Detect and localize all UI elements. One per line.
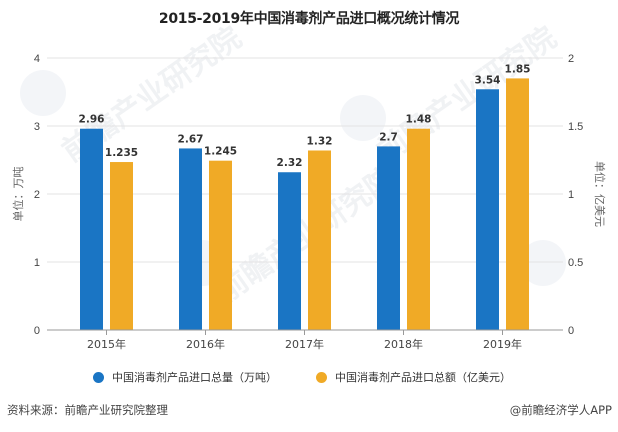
axes <box>47 329 563 335</box>
y-axis-right-title: 单位：亿美元 <box>593 161 607 227</box>
data-label: 1.245 <box>204 146 237 158</box>
y-right-tick-label: 0 <box>568 325 574 337</box>
data-label: 1.235 <box>105 147 138 159</box>
legend-dot-orange-icon <box>316 371 327 383</box>
y-left-tick-label: 0 <box>34 325 40 337</box>
data-label: 1.85 <box>505 63 531 75</box>
bar-value-2017年[interactable] <box>308 150 331 330</box>
bar-value-2015年[interactable] <box>110 162 133 330</box>
brand-credit: @前瞻经济学人APP <box>509 403 612 417</box>
bars <box>80 78 529 331</box>
bar-value-2018年[interactable] <box>407 128 430 330</box>
data-label: 1.48 <box>406 114 432 126</box>
watermark-logo-icon <box>20 70 66 116</box>
chart-title: 2015-2019年中国消毒剂产品进口概况统计情况 <box>158 11 460 27</box>
y-right-tick-label: 0.5 <box>568 257 583 269</box>
data-label: 3.54 <box>475 74 501 86</box>
x-tick-label: 2015年 <box>87 337 126 351</box>
y-left-tick-label: 2 <box>34 189 40 201</box>
x-tick-label: 2016年 <box>186 337 225 351</box>
y-left-tick-label: 3 <box>34 121 40 133</box>
data-label: 2.7 <box>379 131 398 143</box>
bar-value-2016年[interactable] <box>209 160 232 330</box>
x-tick-label: 2017年 <box>285 337 324 351</box>
bar-volume-2017年[interactable] <box>278 172 301 330</box>
y-left-tick-label: 1 <box>34 257 40 269</box>
bar-volume-2015年[interactable] <box>80 128 103 330</box>
bar-value-2019年[interactable] <box>506 78 529 331</box>
y-right-tick-label: 1.5 <box>568 121 583 133</box>
data-label: 2.67 <box>178 133 204 145</box>
legend-label: 中国消毒剂产品进口总额（亿美元） <box>335 371 511 384</box>
bar-volume-2016年[interactable] <box>179 148 202 330</box>
y-right-tick-label: 2 <box>568 53 574 65</box>
data-label: 2.32 <box>277 157 303 169</box>
source-note: 资料来源：前瞻产业研究院整理 <box>7 403 168 417</box>
legend: 中国消毒剂产品进口总量（万吨） 中国消毒剂产品进口总额（亿美元） <box>0 369 618 387</box>
legend-dot-blue-icon <box>93 371 104 383</box>
legend-item-volume[interactable]: 中国消毒剂产品进口总量（万吨） <box>93 369 277 385</box>
legend-item-value[interactable]: 中国消毒剂产品进口总额（亿美元） <box>316 369 511 385</box>
y-left-tick-label: 4 <box>34 53 40 65</box>
data-label: 2.96 <box>79 114 105 126</box>
x-tick-label: 2018年 <box>384 337 423 351</box>
legend-label: 中国消毒剂产品进口总量（万吨） <box>112 371 277 384</box>
watermark-logo-icon <box>340 95 386 141</box>
x-tick-label: 2019年 <box>483 337 522 351</box>
bar-volume-2019年[interactable] <box>476 89 499 330</box>
data-label: 1.32 <box>307 135 333 147</box>
y-axis-left-title: 单位：万吨 <box>11 167 25 222</box>
labels: 0 0 1 0.5 2 1 3 1.5 4 2 2015年 2.96 1.235 2016年 2.671.2… <box>34 53 583 351</box>
y-right-tick-label: 1 <box>568 189 574 201</box>
bar-volume-2018年[interactable] <box>377 146 400 330</box>
